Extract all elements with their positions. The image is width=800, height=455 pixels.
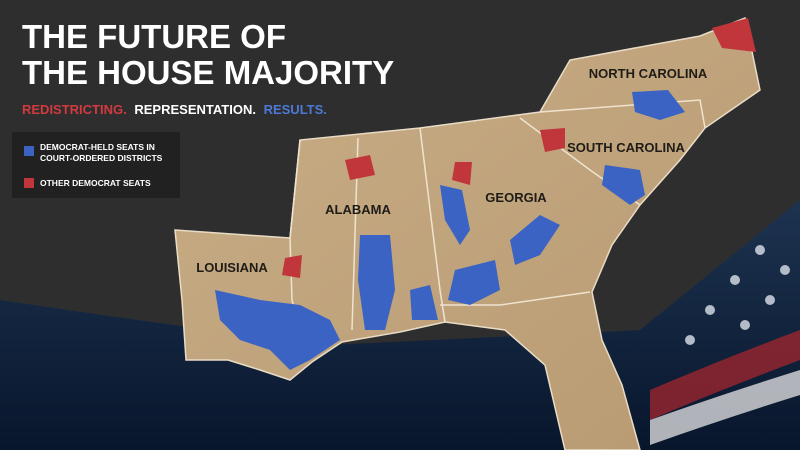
- title-line: THE HOUSE MAJORITY: [22, 54, 394, 91]
- legend-entry: DEMOCRAT-HELD SEATS IN COURT-ORDERED DIS…: [40, 142, 163, 163]
- legend-swatch: [24, 178, 34, 188]
- other-districts: [282, 18, 756, 278]
- democrat-districts: [215, 90, 685, 370]
- subtitle-part: REPRESENTATION.: [134, 102, 256, 117]
- title-line: THE FUTURE OF: [22, 18, 286, 55]
- state-label: ALABAMA: [325, 202, 391, 217]
- state-label: SOUTH CAROLINA: [567, 140, 685, 155]
- state-label: LOUISIANA: [196, 260, 268, 275]
- subtitle-part: RESULTS.: [264, 102, 327, 117]
- state-label: GEORGIA: [485, 190, 547, 205]
- subtitle-part: REDISTRICTING.: [22, 102, 127, 117]
- legend-label: OTHER DEMOCRAT SEATS: [40, 178, 151, 188]
- legend-box: [12, 132, 180, 198]
- legend-swatch: [24, 146, 34, 156]
- flag: [650, 245, 800, 445]
- legend-label: DEMOCRAT-HELD SEATS IN COURT-ORDERED DIS…: [40, 142, 163, 163]
- state-label: NORTH CAROLINA: [589, 66, 708, 81]
- subtitle: REDISTRICTING. REPRESENTATION. RESULTS.: [22, 102, 327, 117]
